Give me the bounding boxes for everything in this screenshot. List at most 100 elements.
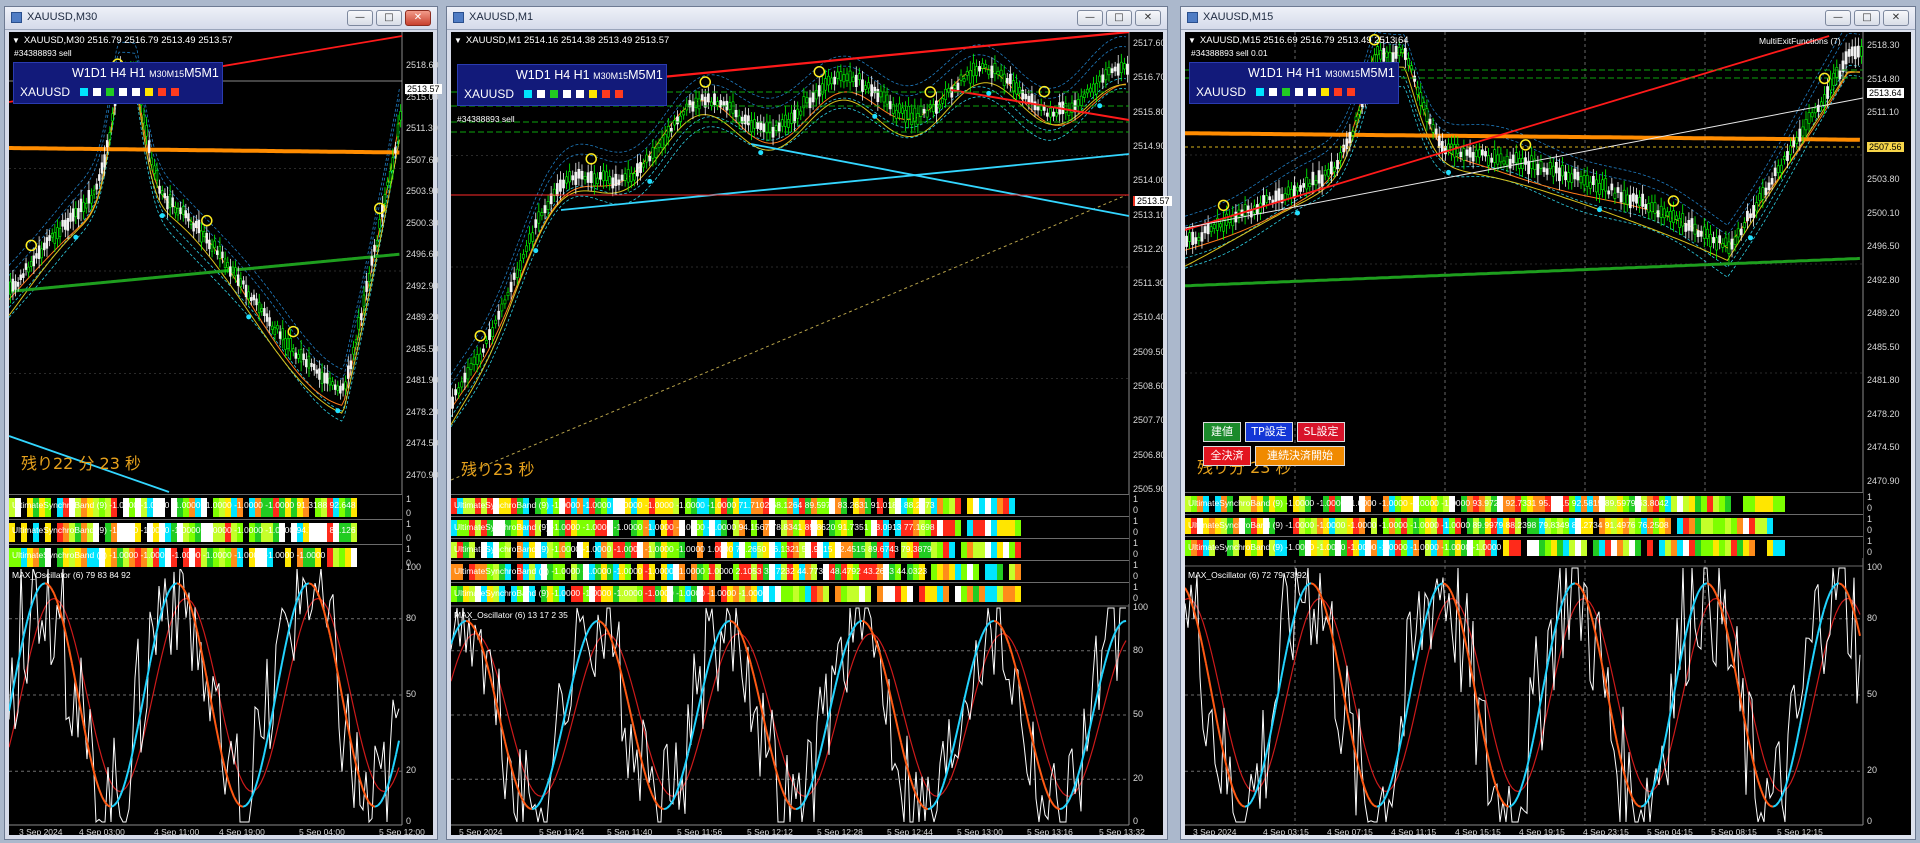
window-titlebar[interactable]: XAUUSD,M30 — □ ✕ — [5, 7, 437, 30]
chart-area[interactable]: ▼ XAUUSD,M15 2516.69 2516.79 2513.49 2513… — [1185, 32, 1913, 837]
candle-body — [589, 171, 593, 183]
band-cell — [1287, 540, 1293, 556]
band-cell — [1377, 496, 1383, 512]
candle-body — [1841, 60, 1845, 72]
chart-area[interactable]: ▼ XAUUSD,M1 2514.16 2514.38 2513.49 2513.… — [451, 32, 1172, 837]
chart-window-m30[interactable]: XAUUSD,M30 — □ ✕ ▼ XAUUSD,M30 2516.79 251… — [4, 6, 442, 840]
band-cell — [595, 564, 601, 580]
candle-body — [836, 71, 840, 79]
band-color-strip — [1185, 540, 1785, 556]
minimize-button[interactable]: — — [347, 10, 373, 26]
band-cell — [1653, 540, 1659, 556]
synchro-band-panel[interactable]: UltimateSynchroBand (9) -1.0000 -1.0000 … — [1185, 536, 1872, 558]
oscillator-signal-segment — [978, 634, 983, 644]
candles — [451, 53, 1129, 417]
band-cell — [1671, 540, 1677, 556]
band-cell — [1455, 540, 1461, 556]
candle-body — [174, 207, 177, 214]
oscillator-signal-segment — [1229, 779, 1234, 790]
candle-body — [774, 125, 778, 131]
triangle-menu-icon[interactable]: ▼ — [454, 36, 462, 45]
band-cell — [1359, 518, 1365, 534]
synchro-band-panel[interactable]: UltimateSynchroBand (9) -1.0000 -1.0000 … — [1185, 492, 1872, 514]
chart-area[interactable]: ▼ XAUUSD,M30 2516.79 2516.79 2513.49 2513… — [9, 32, 442, 837]
candle-body — [1079, 95, 1083, 106]
maximize-button[interactable]: □ — [1854, 10, 1880, 26]
triangle-menu-icon[interactable]: ▼ — [1188, 36, 1196, 45]
band-cell — [1365, 496, 1371, 512]
synchro-band-panel[interactable]: UltimateSynchroBand (9) -1.0000 -1.0000 … — [451, 582, 1138, 604]
candle-body — [916, 113, 920, 125]
band-cell — [309, 523, 315, 542]
candle-body — [1567, 172, 1571, 183]
close-all-button[interactable]: 全決済 — [1203, 446, 1251, 466]
continuous-close-button[interactable]: 連続決済開始 — [1255, 446, 1345, 466]
breakeven-button[interactable]: 建値 — [1203, 422, 1241, 442]
candle-body — [783, 114, 787, 127]
oscillator-signal-segment — [570, 675, 575, 689]
band-cell — [147, 523, 153, 542]
synchro-band-panel[interactable]: UltimateSynchroBand (9) -1.0000 -1.0000 … — [9, 519, 411, 544]
triangle-menu-icon[interactable]: ▼ — [12, 36, 20, 45]
price-chart-svg[interactable] — [451, 32, 1165, 837]
band-cell — [895, 542, 901, 558]
synchro-band-panel[interactable]: UltimateSynchroBand (9) -1.0000 -1.0000 … — [451, 494, 1138, 516]
oscillator-signal-segment — [567, 688, 572, 702]
time-axis-label: 5 Sep 13:00 — [957, 827, 1003, 837]
oscillator-signal-segment — [948, 753, 953, 766]
price-chart-svg[interactable] — [1185, 32, 1913, 837]
synchro-band-panel[interactable]: UltimateSynchroBand (9) -1.0000 -1.0000 … — [1185, 514, 1872, 536]
synchro-band-panel[interactable]: UltimateSynchroBand (9) -1.0000 -1.0000 … — [9, 544, 411, 569]
band-cell — [655, 520, 661, 536]
band-cell — [1749, 540, 1755, 556]
price-chart-svg[interactable] — [9, 32, 435, 837]
price-axis-label: 2496.50 — [1867, 241, 1900, 252]
band-cell — [865, 520, 871, 536]
maximize-button[interactable]: □ — [1106, 10, 1132, 26]
band-scale-label: 0 — [406, 508, 412, 518]
sl-setting-button[interactable]: SL設定 — [1297, 422, 1345, 442]
band-cell — [697, 586, 703, 602]
chart-window-m15[interactable]: XAUUSD,M15 — □ ✕ ▼ XAUUSD,M15 2516.69 251… — [1180, 6, 1916, 840]
oscillator-signal-segment — [585, 628, 590, 637]
minimize-button[interactable]: — — [1077, 10, 1103, 26]
price-axis-label: 2518.60 — [406, 60, 439, 70]
band-cell — [763, 498, 769, 514]
oscillator-signal-segment — [966, 674, 971, 688]
band-cell — [829, 520, 835, 536]
band-cell — [649, 542, 655, 558]
synchro-band-panel[interactable]: UltimateSynchroBand (9) -1.0000 -1.0000 … — [451, 516, 1138, 538]
tp-setting-button[interactable]: TP設定 — [1245, 422, 1293, 442]
window-titlebar[interactable]: XAUUSD,M15 — □ ✕ — [1181, 7, 1915, 30]
chart-window-m1[interactable]: XAUUSD,M1 — □ ✕ ▼ XAUUSD,M1 2514.16 2514.… — [446, 6, 1172, 840]
candle-body — [1776, 165, 1780, 174]
oscillator-signal-segment — [729, 619, 734, 623]
window-titlebar[interactable]: XAUUSD,M1 — □ ✕ — [447, 7, 1167, 30]
synchro-band-panel[interactable]: UltimateSynchroBand (9) -1.0000 -1.0000 … — [451, 538, 1138, 560]
close-button[interactable]: ✕ — [1135, 10, 1161, 26]
oscillator-signal-segment — [1289, 621, 1294, 635]
minimize-button[interactable]: — — [1825, 10, 1851, 26]
oscillator-signal-segment — [1208, 679, 1213, 696]
oscillator-signal-segment — [894, 715, 899, 730]
maximize-button[interactable]: □ — [376, 10, 402, 26]
candle-body — [1323, 170, 1327, 176]
band-color-strip — [451, 586, 1021, 602]
oscillator-signal-segment — [326, 622, 331, 636]
band-cell — [1239, 540, 1245, 556]
band-indicator-label: UltimateSynchroBand (9) -1.0000 -1.0000 … — [12, 550, 326, 560]
synchro-band-panel[interactable]: UltimateSynchroBand (9) -1.0000 -1.0000 … — [9, 494, 411, 519]
synchro-band-panel[interactable]: UltimateSynchroBand (9) -1.0000 -1.0000 … — [451, 560, 1138, 582]
candle-body — [1524, 157, 1527, 165]
candle-body — [1619, 192, 1623, 203]
band-cell — [333, 548, 339, 567]
band-cell — [751, 520, 757, 536]
band-color-strip — [9, 548, 357, 567]
close-button[interactable]: ✕ — [1883, 10, 1909, 26]
band-cell — [1533, 518, 1539, 534]
oscillator-signal-segment — [1244, 804, 1249, 808]
close-button[interactable]: ✕ — [405, 10, 431, 26]
oscillator-signal-segment — [558, 727, 563, 742]
band-cell — [9, 523, 15, 542]
band-cell — [1485, 540, 1491, 556]
